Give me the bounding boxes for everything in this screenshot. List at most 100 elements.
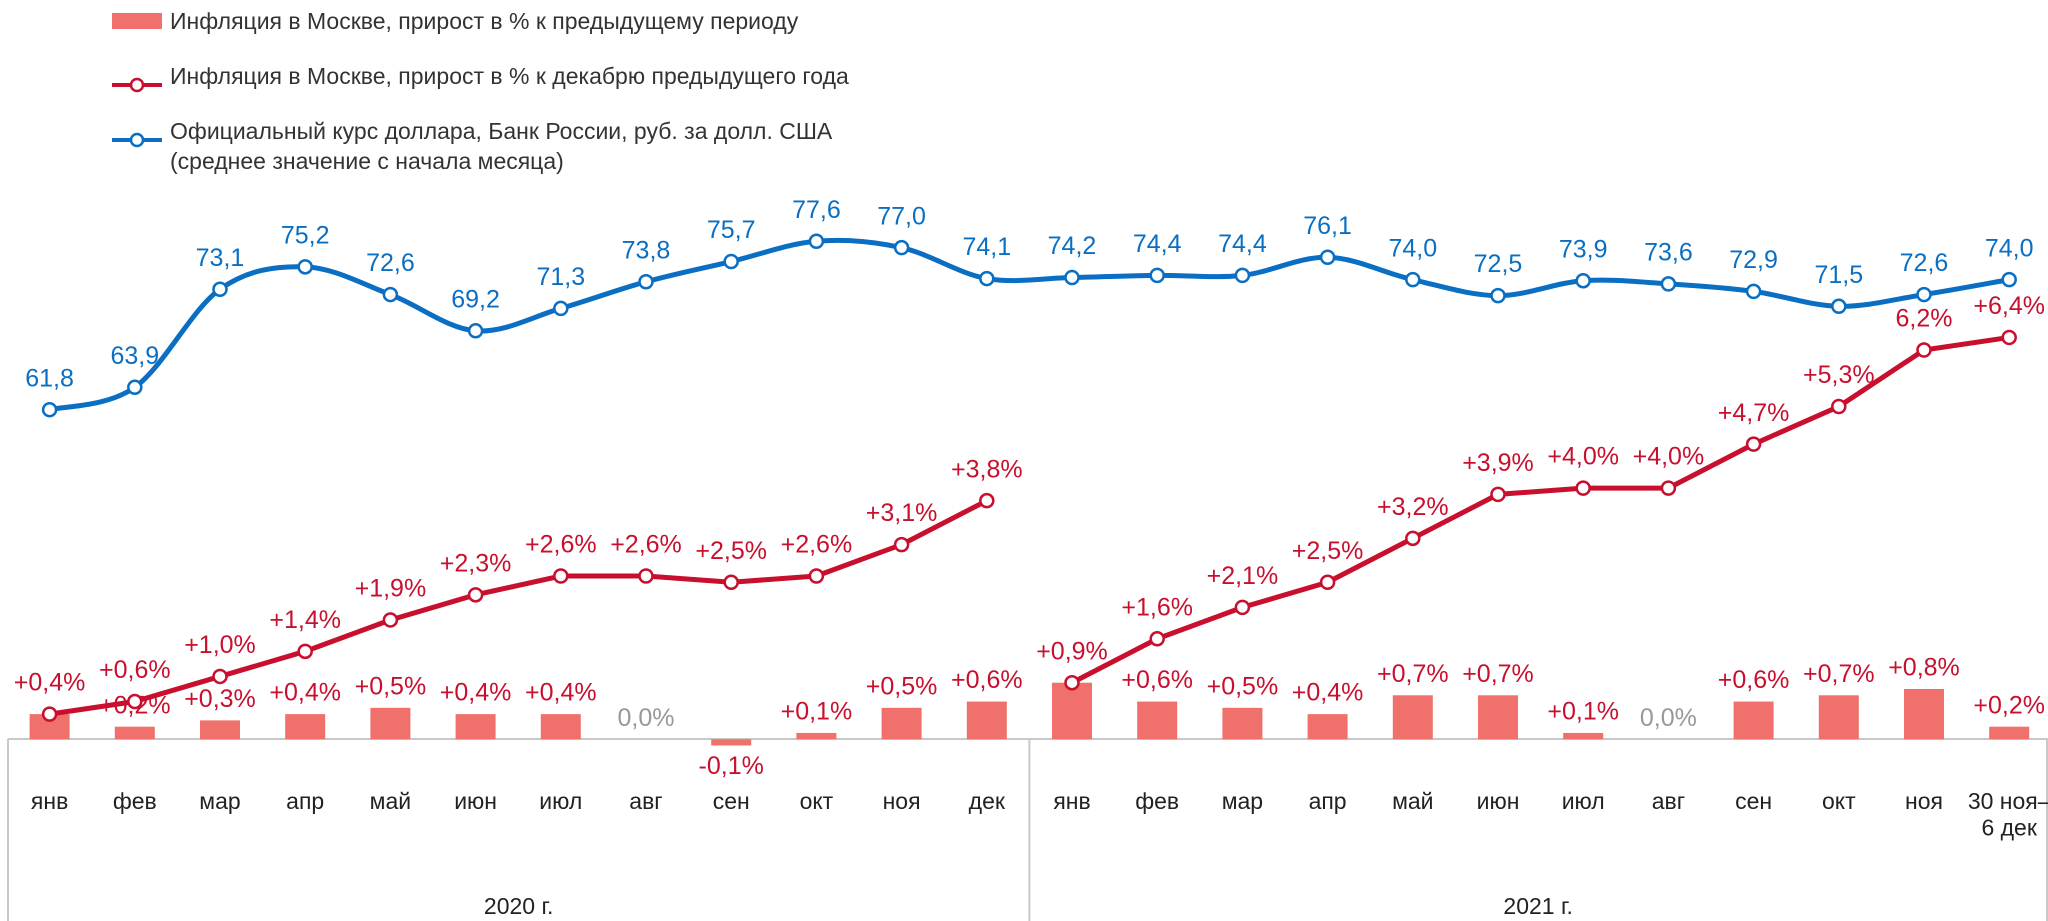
bar bbox=[1137, 701, 1178, 740]
x-tick-label: сен bbox=[1735, 788, 1772, 814]
data-label: +0,4% bbox=[525, 679, 597, 707]
point bbox=[41, 401, 58, 418]
bar bbox=[1222, 707, 1263, 740]
data-label: +0,6% bbox=[1121, 666, 1193, 694]
bar bbox=[1733, 701, 1774, 740]
x-tick-label: мар bbox=[199, 788, 240, 814]
x-tick-label: авг bbox=[1652, 788, 1685, 814]
bar bbox=[1478, 695, 1518, 740]
data-label: +0,6% bbox=[951, 666, 1023, 694]
data-label: 72,6 bbox=[366, 249, 415, 277]
point bbox=[723, 253, 739, 270]
x-tick-label: июн bbox=[1477, 788, 1520, 814]
line bbox=[49, 498, 988, 717]
bar bbox=[881, 707, 922, 740]
data-label: -0,1% bbox=[699, 752, 764, 780]
x-tick-label: янв bbox=[1053, 788, 1090, 814]
data-label: +1,9% bbox=[355, 575, 427, 603]
data-label: +1,6% bbox=[1121, 593, 1193, 621]
point bbox=[1064, 674, 1080, 691]
point bbox=[1319, 574, 1336, 591]
data-label: 74,2 bbox=[1048, 232, 1097, 260]
point bbox=[553, 300, 569, 317]
point bbox=[212, 668, 228, 685]
bar bbox=[711, 739, 752, 746]
data-label: +2,6% bbox=[525, 531, 597, 559]
x-tick-label: фев bbox=[113, 788, 157, 814]
data-label: +0,3% bbox=[184, 685, 256, 713]
legend: Инфляция в Москве, прирост в % к предыду… bbox=[112, 6, 849, 201]
bar bbox=[1307, 714, 1348, 740]
data-label: +0,1% bbox=[1547, 698, 1619, 726]
legend-label: Инфляция в Москве, прирост в % к предыду… bbox=[170, 8, 799, 34]
group-label: 2020 г. bbox=[484, 893, 554, 919]
x-tick-label: ноя bbox=[883, 788, 921, 814]
point bbox=[1831, 298, 1847, 315]
data-label: 73,1 bbox=[196, 244, 245, 272]
data-label: +2,6% bbox=[610, 531, 682, 559]
data-label: +4,0% bbox=[1547, 443, 1619, 471]
point bbox=[1916, 286, 1932, 303]
point bbox=[808, 233, 825, 250]
legend-swatch bbox=[112, 13, 162, 29]
point bbox=[467, 323, 484, 339]
point bbox=[41, 706, 58, 722]
x-tick-label: май bbox=[370, 788, 411, 814]
legend-label: Инфляция в Москве, прирост в % к декабрю… bbox=[170, 63, 849, 89]
legend-swatch bbox=[112, 131, 162, 161]
data-label: +0,7% bbox=[1803, 660, 1875, 688]
data-label: +0,6% bbox=[99, 656, 171, 684]
x-tick-label: апр bbox=[286, 788, 324, 814]
data-label: +2,1% bbox=[1207, 562, 1279, 590]
data-label: 77,6 bbox=[792, 196, 841, 224]
data-label: +0,4% bbox=[1292, 679, 1364, 707]
x-tick-label: июл bbox=[539, 788, 582, 814]
point bbox=[1575, 480, 1591, 496]
bar bbox=[1989, 726, 2030, 740]
bar bbox=[1904, 689, 1944, 740]
line bbox=[1070, 334, 2010, 685]
x-tick-label: окт bbox=[1822, 788, 1856, 814]
point bbox=[1405, 271, 1421, 288]
data-label: +3,9% bbox=[1462, 449, 1534, 477]
point bbox=[297, 643, 313, 660]
data-label: +0,1% bbox=[781, 698, 853, 726]
data-label: +1,4% bbox=[269, 606, 341, 634]
point bbox=[1745, 436, 1762, 452]
point bbox=[2001, 329, 2017, 346]
point bbox=[1660, 276, 1677, 292]
data-label: +0,5% bbox=[355, 672, 427, 700]
data-label: 73,6 bbox=[1644, 239, 1693, 267]
bar bbox=[200, 720, 240, 740]
point bbox=[1745, 283, 1762, 300]
point bbox=[638, 568, 654, 584]
data-label: 72,6 bbox=[1900, 249, 1949, 277]
bar bbox=[1052, 682, 1092, 740]
point bbox=[979, 492, 995, 509]
data-label: 71,3 bbox=[536, 263, 585, 291]
x-tick-label: ноя bbox=[1905, 788, 1943, 814]
data-label: +0,5% bbox=[866, 672, 938, 700]
x-tick-label: июл bbox=[1562, 788, 1605, 814]
bar bbox=[114, 726, 155, 740]
data-label: 72,5 bbox=[1474, 250, 1523, 278]
data-label: +0,7% bbox=[1377, 660, 1449, 688]
data-label: +4,0% bbox=[1633, 443, 1705, 471]
point bbox=[808, 568, 825, 584]
point bbox=[893, 536, 910, 553]
point bbox=[1064, 269, 1080, 286]
point bbox=[1149, 631, 1165, 647]
data-label: +3,1% bbox=[866, 499, 938, 527]
data-label: +1,0% bbox=[184, 631, 256, 659]
point bbox=[382, 612, 399, 628]
data-label: +2,6% bbox=[781, 531, 853, 559]
point bbox=[723, 574, 739, 591]
x-tick-label: окт bbox=[800, 788, 834, 814]
bar bbox=[370, 707, 411, 740]
point bbox=[1319, 249, 1336, 266]
point bbox=[1490, 486, 1506, 503]
data-label: +2,5% bbox=[695, 537, 767, 565]
data-label: 69,2 bbox=[451, 285, 500, 313]
